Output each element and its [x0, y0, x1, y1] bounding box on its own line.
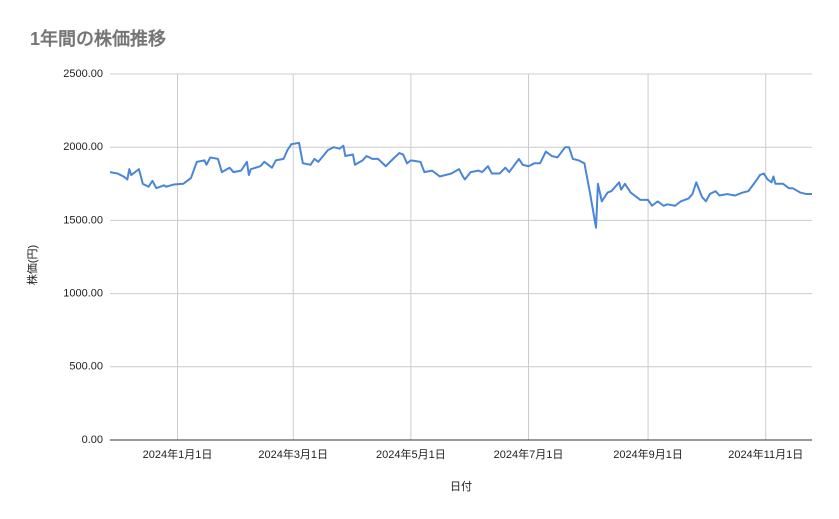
x-tick-label: 2024年5月1日: [376, 447, 446, 461]
x-tick-label: 2024年9月1日: [613, 447, 683, 461]
y-tick-label: 2500.00: [63, 68, 103, 80]
y-tick-label: 1500.00: [63, 214, 103, 226]
chart-title: 1年間の株価推移: [30, 28, 166, 49]
x-tick-label: 2024年7月1日: [494, 447, 564, 461]
y-axis-label: 株価(円): [25, 245, 39, 285]
x-tick-label: 2024年1月1日: [143, 447, 213, 461]
y-tick-label: 500.00: [69, 361, 103, 373]
y-tick-label: 1000.00: [63, 288, 103, 300]
x-tick-label: 2024年11月1日: [728, 447, 803, 461]
x-tick-label: 2024年3月1日: [258, 447, 328, 461]
y-tick-label: 0.00: [82, 434, 103, 446]
data-line: [109, 141, 812, 229]
y-tick-label: 2000.00: [63, 141, 103, 153]
x-axis-label: 日付: [450, 480, 472, 493]
